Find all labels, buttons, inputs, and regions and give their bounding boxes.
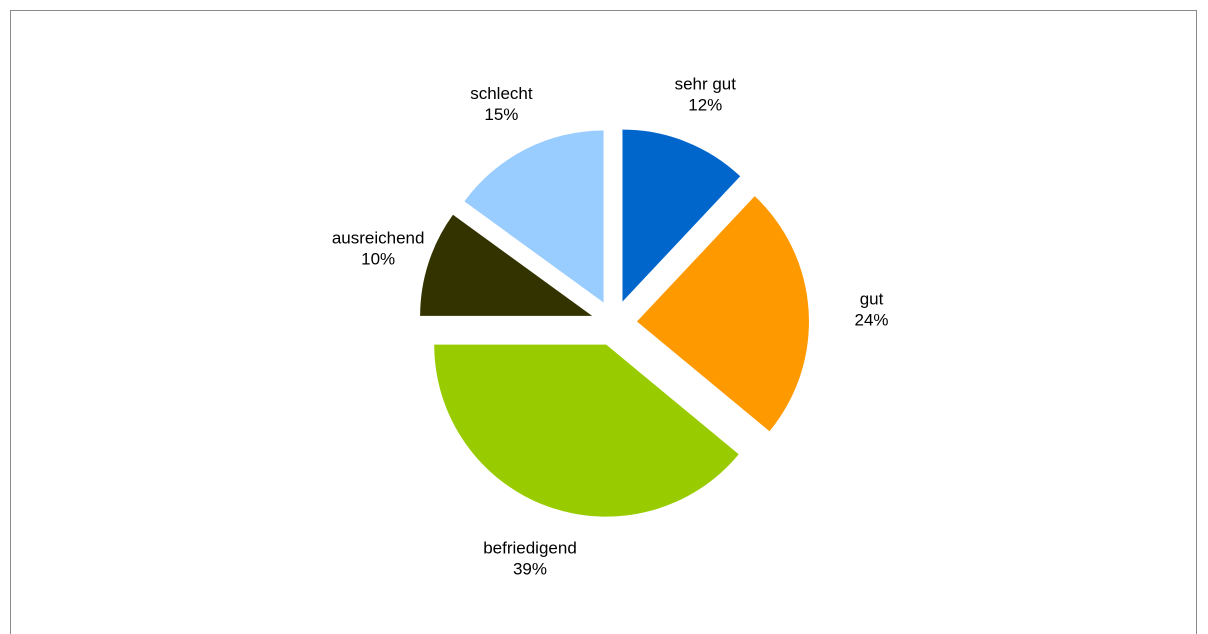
slice-label-percent: 12% [688, 95, 722, 114]
pie-labels: sehr gut 12% gut 24% befriedigend 39% ausreich… [332, 74, 889, 578]
slice-label-category: befriedigend [483, 538, 577, 557]
pie-slice-gut [636, 196, 809, 432]
pie-slice-sehr-gut [622, 129, 741, 302]
pie-slice-ausreichend [420, 214, 593, 316]
slice-label-category: ausreichend [332, 228, 425, 247]
chart-area [10, 10, 1197, 634]
slice-label-percent: 39% [513, 559, 547, 578]
slice-label-category: gut [860, 289, 884, 308]
pie-slice-befriedigend [434, 344, 739, 517]
pie-slice-schlecht [464, 130, 604, 303]
slice-label-category: sehr gut [675, 74, 737, 93]
slice-label-percent: 24% [854, 310, 888, 329]
slice-label-category: schlecht [470, 84, 533, 103]
slice-label-percent: 15% [484, 105, 518, 124]
slice-label-percent: 10% [361, 249, 395, 268]
pie-slices [420, 129, 809, 517]
